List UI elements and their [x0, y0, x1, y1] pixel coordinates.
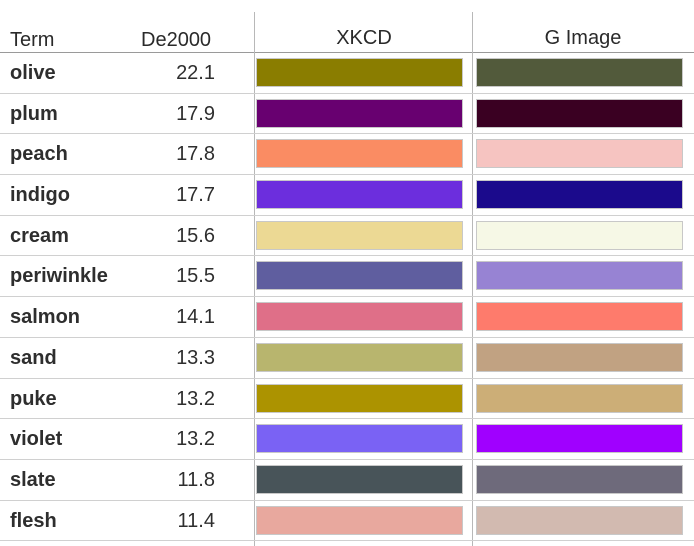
- de2000-cell: 11.4: [177, 509, 215, 532]
- table-row: plum 17.9: [0, 94, 694, 135]
- g-image-color-swatch: [476, 424, 683, 454]
- g-image-color-swatch: [476, 58, 683, 87]
- table-row: peach 17.8: [0, 134, 694, 176]
- table-row: salmon 14.1: [0, 297, 694, 338]
- column-divider: [472, 12, 473, 546]
- xkcd-color-swatch: [256, 383, 463, 413]
- term-cell: peach: [10, 143, 68, 166]
- de2000-cell: 22.1: [176, 62, 215, 84]
- de2000-cell: 11.8: [177, 468, 215, 491]
- table-row: sand 13.3: [0, 338, 694, 379]
- table-row: indigo 17.7: [0, 175, 694, 216]
- xkcd-color-swatch: [256, 180, 463, 210]
- header-term: Term: [10, 29, 55, 51]
- de2000-cell: 14.1: [176, 306, 215, 329]
- term-cell: slate: [10, 468, 56, 491]
- xkcd-color-swatch: [256, 139, 463, 169]
- table-row: puke 13.2: [0, 379, 694, 420]
- xkcd-color-swatch: [256, 302, 463, 332]
- xkcd-color-swatch: [256, 505, 463, 535]
- de2000-cell: 17.7: [176, 184, 215, 207]
- g-image-color-swatch: [476, 505, 683, 535]
- xkcd-color-swatch: [256, 424, 463, 454]
- table-row: olive 22.1: [0, 53, 694, 94]
- table-row: flesh 11.4: [0, 501, 694, 542]
- table-row: cream 15.6: [0, 216, 694, 257]
- g-image-color-swatch: [476, 139, 683, 169]
- table-body: olive 22.1 plum 17.9 peach 17.8 indigo 17.7 crea…: [0, 53, 694, 542]
- g-image-color-swatch: [476, 383, 683, 413]
- g-image-color-swatch: [476, 342, 683, 372]
- de2000-cell: 13.3: [176, 346, 215, 369]
- term-cell: plum: [10, 102, 58, 125]
- header-g-image: G Image: [544, 27, 622, 49]
- term-cell: flesh: [10, 509, 57, 532]
- g-image-color-swatch: [476, 302, 683, 332]
- term-cell: salmon: [10, 306, 81, 329]
- table-row: slate 11.8: [0, 460, 694, 501]
- de2000-cell: 15.6: [176, 224, 215, 247]
- de2000-cell: 13.2: [176, 387, 215, 410]
- term-cell: violet: [10, 428, 63, 451]
- de2000-cell: 15.5: [176, 265, 215, 288]
- term-cell: puke: [10, 387, 57, 410]
- g-image-color-swatch: [476, 220, 683, 250]
- xkcd-color-swatch: [256, 98, 463, 128]
- de2000-cell: 17.8: [176, 143, 215, 166]
- xkcd-color-swatch: [256, 220, 463, 250]
- de2000-cell: 17.9: [176, 102, 215, 125]
- table-header: Term De2000 XKCD G Image: [0, 0, 694, 53]
- g-image-color-swatch: [476, 464, 683, 494]
- xkcd-color-swatch: [256, 58, 463, 87]
- g-image-color-swatch: [476, 180, 683, 210]
- term-cell: indigo: [10, 184, 70, 207]
- term-cell: olive: [10, 62, 56, 84]
- g-image-color-swatch: [476, 261, 683, 291]
- table-row: violet 13.2: [0, 419, 694, 460]
- column-divider: [254, 12, 255, 546]
- de2000-cell: 13.2: [176, 428, 215, 451]
- xkcd-color-swatch: [256, 464, 463, 494]
- g-image-color-swatch: [476, 98, 683, 128]
- term-cell: cream: [10, 224, 69, 247]
- xkcd-color-swatch: [256, 342, 463, 372]
- term-cell: sand: [10, 346, 57, 369]
- xkcd-color-swatch: [256, 261, 463, 291]
- header-xkcd: XKCD: [336, 27, 392, 49]
- header-de2000: De2000: [141, 29, 212, 51]
- table-row: periwinkle 15.5: [0, 256, 694, 298]
- term-cell: periwinkle: [10, 265, 108, 288]
